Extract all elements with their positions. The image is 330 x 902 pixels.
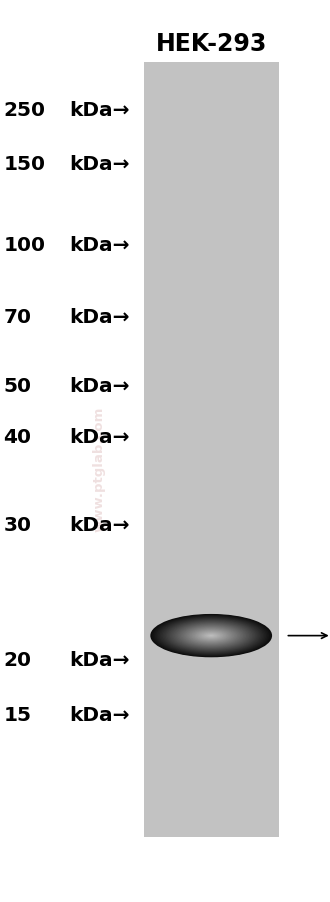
Text: 70: 70	[3, 308, 31, 327]
Text: 40: 40	[3, 427, 31, 446]
Text: 150: 150	[3, 154, 45, 174]
Ellipse shape	[202, 632, 220, 640]
Ellipse shape	[158, 617, 264, 655]
Ellipse shape	[185, 627, 237, 645]
Ellipse shape	[169, 621, 254, 651]
Text: www.ptglab.com: www.ptglab.com	[92, 407, 106, 531]
Text: kDa→: kDa→	[69, 515, 130, 535]
Text: kDa→: kDa→	[69, 427, 130, 446]
Ellipse shape	[190, 629, 233, 643]
Ellipse shape	[201, 632, 222, 640]
Ellipse shape	[173, 622, 249, 649]
Ellipse shape	[178, 624, 245, 648]
Ellipse shape	[199, 631, 223, 640]
Text: kDa→: kDa→	[69, 650, 130, 670]
Text: HEK-293: HEK-293	[155, 32, 267, 56]
Ellipse shape	[204, 633, 219, 639]
Ellipse shape	[155, 616, 268, 656]
Ellipse shape	[194, 630, 228, 642]
Ellipse shape	[170, 621, 252, 650]
Ellipse shape	[150, 614, 272, 658]
Text: 50: 50	[3, 376, 31, 396]
Ellipse shape	[153, 615, 269, 657]
Ellipse shape	[188, 628, 234, 644]
Ellipse shape	[179, 624, 243, 648]
Ellipse shape	[210, 635, 213, 637]
Text: kDa→: kDa→	[69, 308, 130, 327]
Ellipse shape	[205, 634, 217, 638]
Ellipse shape	[175, 623, 248, 649]
Ellipse shape	[159, 618, 263, 654]
Bar	[144, 63, 279, 837]
Ellipse shape	[167, 621, 255, 651]
Text: kDa→: kDa→	[69, 100, 130, 120]
Ellipse shape	[196, 630, 226, 641]
Ellipse shape	[182, 626, 240, 646]
Ellipse shape	[166, 620, 257, 652]
Text: 250: 250	[3, 100, 45, 120]
Text: 30: 30	[3, 515, 31, 535]
Ellipse shape	[193, 630, 229, 642]
Ellipse shape	[172, 621, 251, 650]
Text: 20: 20	[3, 650, 31, 670]
Ellipse shape	[164, 619, 258, 653]
Text: kDa→: kDa→	[69, 704, 130, 724]
Text: kDa→: kDa→	[69, 154, 130, 174]
Ellipse shape	[187, 627, 236, 645]
Text: 15: 15	[3, 704, 31, 724]
Ellipse shape	[207, 634, 216, 638]
Ellipse shape	[208, 635, 214, 637]
Ellipse shape	[152, 615, 271, 657]
Ellipse shape	[161, 618, 261, 654]
Ellipse shape	[162, 619, 260, 653]
Ellipse shape	[181, 625, 242, 647]
Ellipse shape	[191, 629, 231, 643]
Ellipse shape	[197, 631, 225, 640]
Ellipse shape	[156, 616, 266, 656]
Ellipse shape	[184, 626, 239, 646]
Text: 100: 100	[3, 235, 45, 255]
Ellipse shape	[176, 623, 246, 649]
Text: kDa→: kDa→	[69, 376, 130, 396]
Text: kDa→: kDa→	[69, 235, 130, 255]
